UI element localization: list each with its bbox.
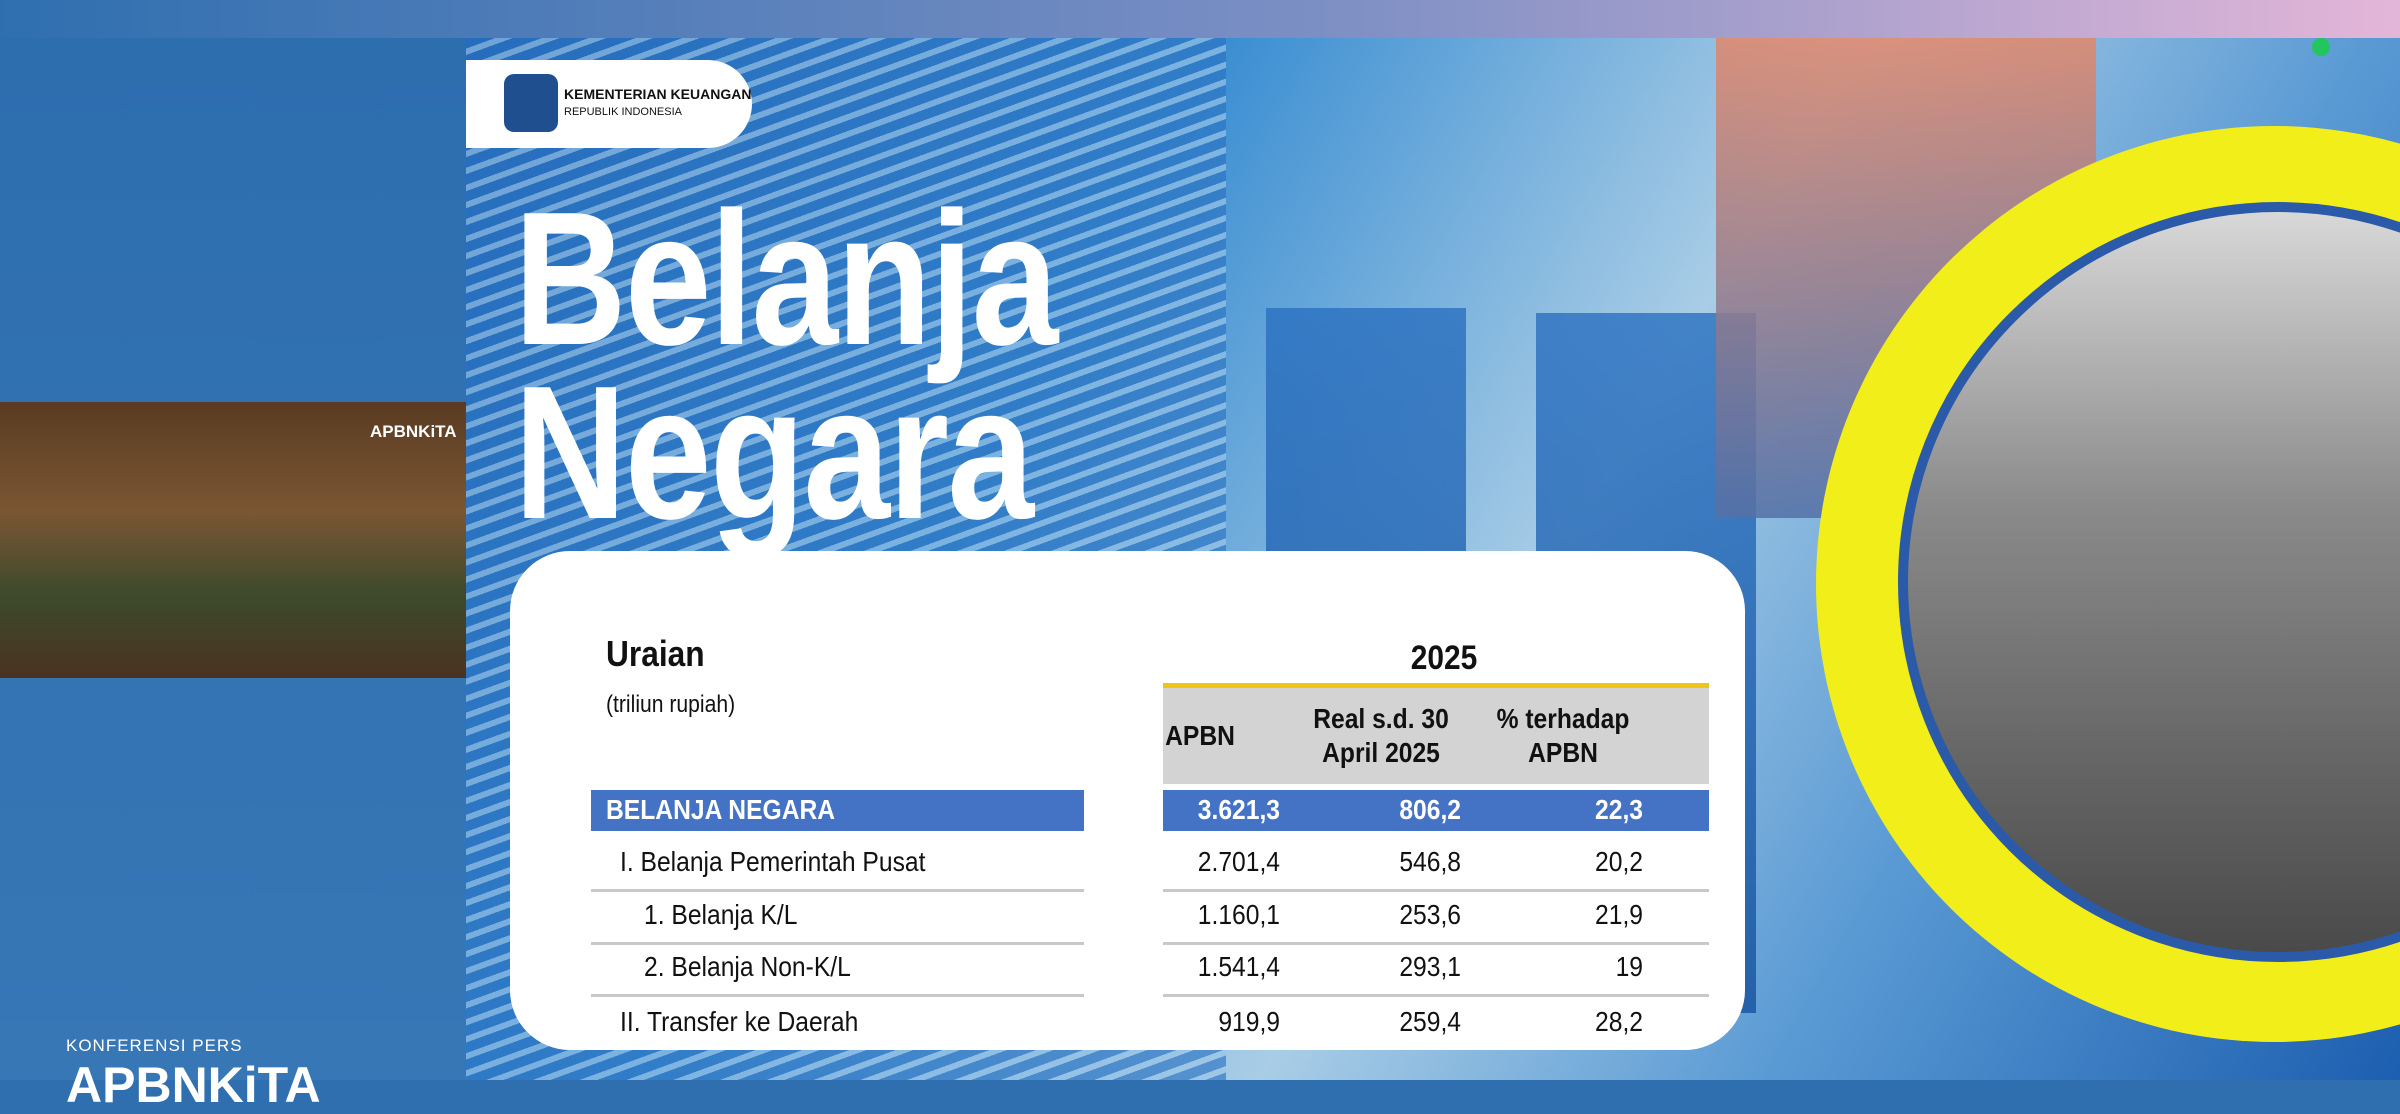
row-value: 22,3 — [1595, 794, 1643, 825]
row-label: II. Transfer ke Daerah — [620, 1006, 859, 1037]
row-separator — [591, 889, 1084, 892]
row-value: 806,2 — [1399, 794, 1461, 825]
row-value: 253,6 — [1399, 899, 1461, 930]
highlight-row — [1163, 790, 1709, 831]
row-label: 2. Belanja Non-K/L — [644, 951, 851, 982]
row-value: 1.160,1 — [1197, 899, 1280, 930]
table-card: Uraian (triliun rupiah) 2025 APBN Real s.… — [510, 551, 1745, 1050]
row-value: 28,2 — [1595, 1006, 1643, 1037]
row-value: 20,2 — [1595, 846, 1643, 877]
logo-pill: KEMENTERIAN KEUANGAN REPUBLIK INDONESIA — [466, 60, 752, 148]
logo-subtext: REPUBLIK INDONESIA — [564, 106, 682, 118]
row-value: 3.621,3 — [1197, 794, 1280, 825]
row-label: 1. Belanja K/L — [644, 899, 798, 930]
highlight-row — [591, 790, 1084, 831]
logo-emblem — [504, 74, 558, 132]
row-separator — [1163, 994, 1709, 997]
row-separator — [1163, 889, 1709, 892]
slide: KEMENTERIAN KEUANGAN REPUBLIK INDONESIA … — [466, 38, 2400, 1080]
table-header: Uraian — [606, 633, 705, 674]
video-thumbnail[interactable]: APBNKiTA — [0, 402, 466, 678]
row-label: BELANJA NEGARA — [606, 794, 836, 825]
row-label: I. Belanja Pemerintah Pusat — [620, 846, 926, 877]
top-bar — [0, 0, 2400, 38]
year-underline — [1163, 683, 1709, 688]
conference-label: KONFERENSI PERS — [66, 1036, 243, 1055]
row-value: 2.701,4 — [1197, 846, 1280, 877]
row-value: 919,9 — [1218, 1006, 1280, 1037]
column-header: % terhadap APBN — [1496, 703, 1630, 768]
video-brand: APBNKiTA — [370, 422, 457, 441]
logo-text: KEMENTERIAN KEUANGAN — [564, 86, 752, 102]
row-separator — [1163, 942, 1709, 945]
column-header: Real s.d. 30 April 2025 — [1313, 703, 1449, 768]
row-value: 259,4 — [1399, 1006, 1461, 1037]
row-value: 1.541,4 — [1197, 951, 1280, 982]
column-header-bg — [1163, 688, 1709, 784]
row-value: 293,1 — [1399, 951, 1461, 982]
status-dot — [2312, 38, 2330, 56]
column-header: APBN — [1165, 720, 1235, 752]
row-value: 19 — [1615, 951, 1643, 982]
slide-title: Negara — [514, 347, 1034, 559]
row-value: 21,9 — [1595, 899, 1643, 930]
row-separator — [591, 994, 1084, 997]
brand: APBNKiTA — [66, 1057, 321, 1113]
row-value: 546,8 — [1399, 846, 1461, 877]
slide-title: Belanja — [514, 173, 1058, 385]
table-year: 2025 — [1410, 639, 1478, 677]
table-unit: (triliun rupiah) — [606, 691, 736, 718]
row-separator — [591, 942, 1084, 945]
